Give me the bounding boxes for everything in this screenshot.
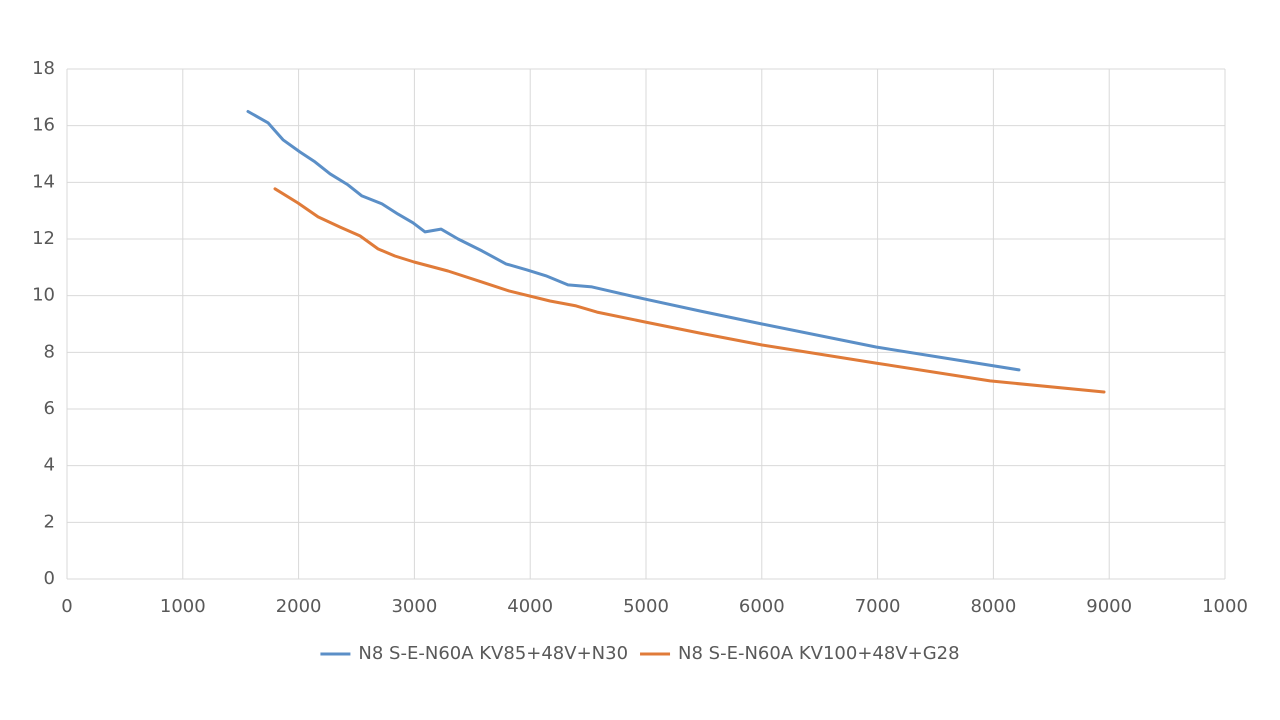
x-tick-label: 4000: [507, 596, 553, 617]
y-tick-label: 12: [32, 228, 55, 249]
x-tick-label: 9000: [1086, 596, 1132, 617]
x-tick-label: 2000: [276, 596, 322, 617]
y-tick-label: 2: [44, 511, 55, 532]
x-tick-label: 7000: [855, 596, 901, 617]
y-tick-label: 10: [32, 285, 55, 306]
series-line: [273, 187, 1106, 394]
series-line: [246, 110, 1021, 372]
x-tick-label: 8000: [970, 596, 1016, 617]
legend-label: N8 S-E-N60A KV100+48V+G28: [678, 643, 960, 664]
legend: N8 S-E-N60A KV85+48V+N30 N8 S-E-N60A KV10…: [320, 643, 960, 664]
y-tick-label: 16: [32, 115, 55, 136]
legend-label: N8 S-E-N60A KV85+48V+N30: [358, 643, 628, 664]
legend-item: N8 S-E-N60A KV85+48V+N30: [320, 643, 628, 664]
x-tick-label: 1000: [160, 596, 206, 617]
x-tick-label: 3000: [391, 596, 437, 617]
y-tick-label: 18: [32, 58, 55, 79]
y-tick-label: 0: [44, 568, 55, 589]
x-tick-label: 6000: [739, 596, 785, 617]
y-tick-label: 8: [44, 341, 55, 362]
legend-item: N8 S-E-N60A KV100+48V+G28: [640, 643, 960, 664]
x-tick-label: 1000: [1202, 596, 1248, 617]
y-tick-label: 6: [44, 398, 55, 419]
x-tick-label: 5000: [623, 596, 669, 617]
y-tick-label: 14: [32, 171, 55, 192]
x-tick-label: 0: [61, 596, 72, 617]
y-tick-label: 4: [44, 455, 55, 476]
